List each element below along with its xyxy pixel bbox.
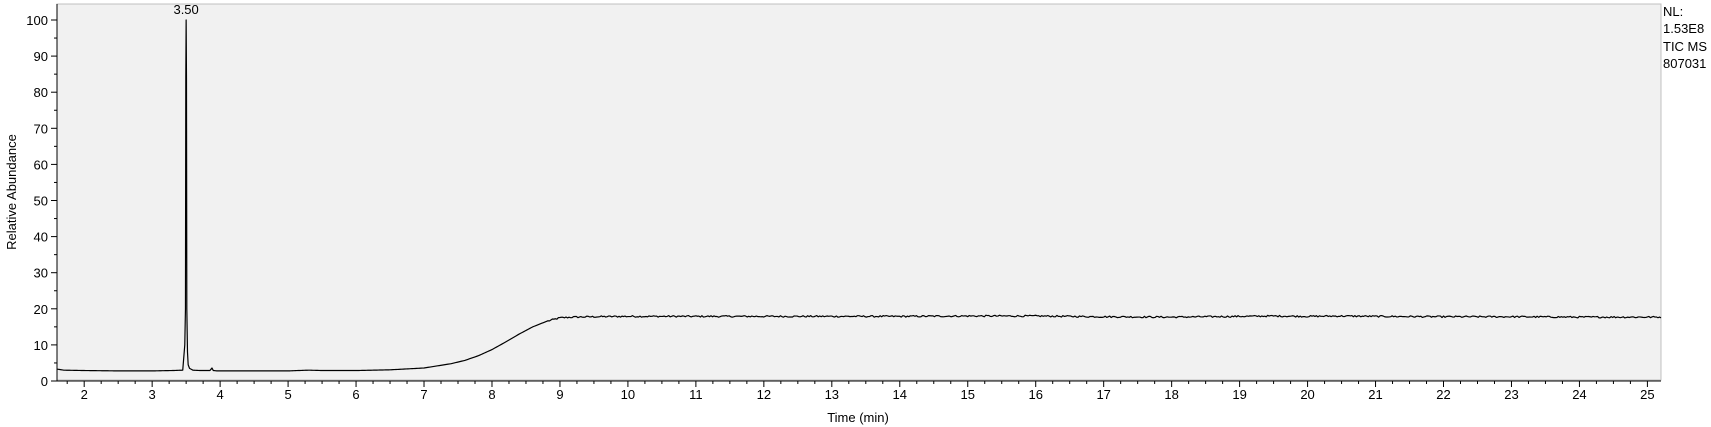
- y-tick-label: 0: [41, 374, 48, 389]
- x-tick-label: 12: [757, 387, 771, 402]
- nl-value: 1.53E8: [1663, 21, 1705, 36]
- x-tick-label: 2: [81, 387, 88, 402]
- x-tick-label: 15: [961, 387, 975, 402]
- x-tick-label: 21: [1368, 387, 1382, 402]
- file-id-label: 807031: [1663, 56, 1707, 71]
- y-tick-label: 50: [34, 194, 48, 209]
- y-axis-title: Relative Abundance: [4, 134, 19, 250]
- x-tick-label: 13: [825, 387, 839, 402]
- x-tick-label: 23: [1504, 387, 1518, 402]
- x-tick-label: 24: [1572, 387, 1586, 402]
- peak-annotation-label: 3.50: [173, 2, 198, 17]
- y-axis-ticks: 0 10 20 30 40 50 60 70 80 90 100: [26, 13, 57, 389]
- tic-trace-line: [56, 19, 1662, 372]
- x-tick-label: 22: [1436, 387, 1450, 402]
- x-tick-label: 8: [488, 387, 495, 402]
- x-tick-label: 5: [284, 387, 291, 402]
- x-tick-label: 18: [1164, 387, 1178, 402]
- x-tick-label: 3: [149, 387, 156, 402]
- x-axis-title: Time (min): [827, 410, 889, 425]
- y-tick-label: 10: [34, 338, 48, 353]
- y-tick-label: 90: [34, 49, 48, 64]
- y-tick-label: 70: [34, 121, 48, 136]
- x-tick-label: 19: [1232, 387, 1246, 402]
- y-tick-label: 20: [34, 302, 48, 317]
- y-tick-label: 30: [34, 266, 48, 281]
- x-axis-ticks: 2 3 4 5 6 7 8 9 10 11 12 13 14 15 16 17 18 19 20 21 22 23 24 25: [66, 381, 1655, 402]
- plot-area: [56, 3, 1662, 381]
- x-tick-label: 7: [420, 387, 427, 402]
- x-tick-label: 4: [217, 387, 224, 402]
- x-tick-label: 10: [621, 387, 635, 402]
- x-tick-label: 16: [1028, 387, 1042, 402]
- nl-label: NL:: [1663, 4, 1684, 19]
- trace-type-label: TIC MS: [1663, 39, 1708, 54]
- x-tick-label: 11: [689, 387, 703, 402]
- x-tick-label: 9: [556, 387, 563, 402]
- x-tick-label: 25: [1640, 387, 1654, 402]
- x-tick-label: 20: [1300, 387, 1314, 402]
- x-tick-label: 14: [893, 387, 907, 402]
- x-tick-label: 6: [352, 387, 359, 402]
- y-tick-label: 100: [26, 13, 48, 28]
- y-tick-label: 80: [34, 85, 48, 100]
- y-tick-label: 40: [34, 230, 48, 245]
- y-tick-label: 60: [34, 157, 48, 172]
- x-tick-label: 17: [1096, 387, 1110, 402]
